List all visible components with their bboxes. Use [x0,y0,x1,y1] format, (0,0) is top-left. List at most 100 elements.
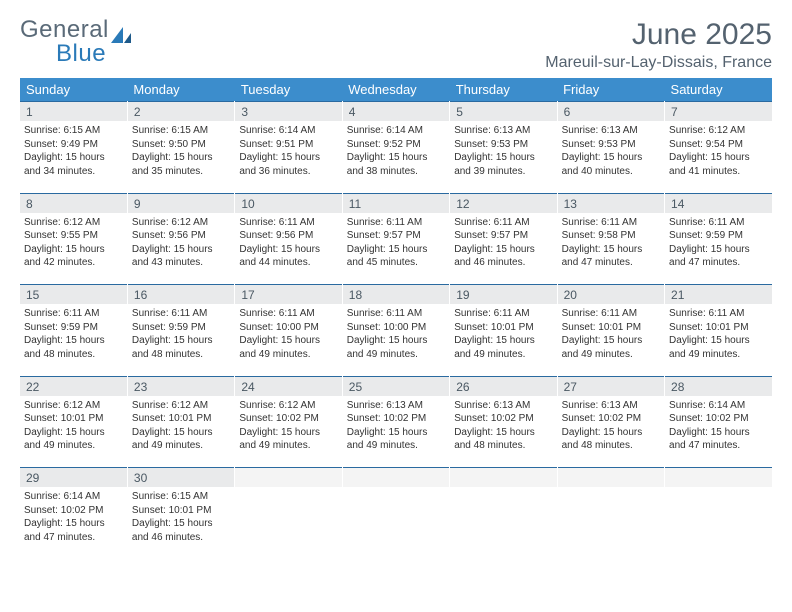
day1-text: Daylight: 15 hours [454,151,552,165]
day2-text: and 48 minutes. [132,348,230,362]
day-number [450,468,557,488]
sunrise-text: Sunrise: 6:11 AM [239,307,337,321]
sunrise-text: Sunrise: 6:12 AM [239,399,337,413]
sunrise-text: Sunrise: 6:12 AM [24,216,123,230]
day-cell: Sunrise: 6:13 AMSunset: 10:02 PMDaylight… [557,396,664,468]
day-number [557,468,664,488]
day-number: 16 [127,285,234,305]
day-cell: Sunrise: 6:12 AMSunset: 9:56 PMDaylight:… [127,213,234,285]
day2-text: and 49 minutes. [24,439,123,453]
day2-text: and 38 minutes. [347,165,445,179]
page-header: GeneralBlue June 2025 Mareuil-sur-Lay-Di… [20,18,772,72]
day2-text: and 46 minutes. [454,256,552,270]
day-number [665,468,772,488]
day1-text: Daylight: 15 hours [132,334,230,348]
day2-text: and 49 minutes. [454,348,552,362]
sunset-text: Sunset: 10:01 PM [132,412,230,426]
sunset-text: Sunset: 9:56 PM [132,229,230,243]
day-number: 25 [342,376,449,396]
sunrise-text: Sunrise: 6:13 AM [454,399,552,413]
sunrise-text: Sunrise: 6:14 AM [669,399,768,413]
day-cell [342,487,449,559]
day-number: 8 [20,193,127,213]
sunrise-text: Sunrise: 6:13 AM [347,399,445,413]
day-cell: Sunrise: 6:14 AMSunset: 9:51 PMDaylight:… [235,121,342,193]
day1-text: Daylight: 15 hours [239,426,337,440]
day1-text: Daylight: 15 hours [239,334,337,348]
day-number: 11 [342,193,449,213]
day-cell: Sunrise: 6:13 AMSunset: 9:53 PMDaylight:… [450,121,557,193]
sunrise-text: Sunrise: 6:14 AM [239,124,337,138]
day-cell: Sunrise: 6:12 AMSunset: 10:02 PMDaylight… [235,396,342,468]
day-cell: Sunrise: 6:15 AMSunset: 9:49 PMDaylight:… [20,121,127,193]
sunrise-text: Sunrise: 6:11 AM [454,307,552,321]
sunset-text: Sunset: 9:51 PM [239,138,337,152]
sunset-text: Sunset: 9:59 PM [132,321,230,335]
sunset-text: Sunset: 10:02 PM [24,504,123,518]
day-number: 14 [665,193,772,213]
info-row: Sunrise: 6:14 AMSunset: 10:02 PMDaylight… [20,487,772,559]
day1-text: Daylight: 15 hours [347,243,445,257]
day2-text: and 49 minutes. [347,439,445,453]
day1-text: Daylight: 15 hours [669,334,768,348]
sunset-text: Sunset: 10:02 PM [347,412,445,426]
day-cell: Sunrise: 6:14 AMSunset: 9:52 PMDaylight:… [342,121,449,193]
day1-text: Daylight: 15 hours [132,151,230,165]
daynum-row: 1234567 [20,102,772,122]
day1-text: Daylight: 15 hours [347,334,445,348]
day-cell: Sunrise: 6:14 AMSunset: 10:02 PMDaylight… [20,487,127,559]
sunset-text: Sunset: 9:49 PM [24,138,123,152]
daynum-row: 891011121314 [20,193,772,213]
sunset-text: Sunset: 9:57 PM [347,229,445,243]
day-number: 21 [665,285,772,305]
day2-text: and 48 minutes. [562,439,660,453]
day-number: 23 [127,376,234,396]
day2-text: and 49 minutes. [239,348,337,362]
sunset-text: Sunset: 9:50 PM [132,138,230,152]
day-cell: Sunrise: 6:15 AMSunset: 10:01 PMDaylight… [127,487,234,559]
sunset-text: Sunset: 10:01 PM [454,321,552,335]
day-cell: Sunrise: 6:11 AMSunset: 9:59 PMDaylight:… [20,304,127,376]
day2-text: and 47 minutes. [669,439,768,453]
day-number: 30 [127,468,234,488]
day2-text: and 49 minutes. [669,348,768,362]
day1-text: Daylight: 15 hours [562,426,660,440]
day-number [235,468,342,488]
day1-text: Daylight: 15 hours [132,243,230,257]
sunset-text: Sunset: 10:02 PM [239,412,337,426]
month-title: June 2025 [545,18,772,52]
sunrise-text: Sunrise: 6:11 AM [239,216,337,230]
sunrise-text: Sunrise: 6:11 AM [347,307,445,321]
brand-part1: General [20,18,109,42]
day-number: 4 [342,102,449,122]
day1-text: Daylight: 15 hours [24,334,123,348]
day-number: 9 [127,193,234,213]
day1-text: Daylight: 15 hours [347,426,445,440]
sunrise-text: Sunrise: 6:15 AM [132,490,230,504]
day-number: 10 [235,193,342,213]
sail-icon [111,24,131,40]
day2-text: and 42 minutes. [24,256,123,270]
day-cell: Sunrise: 6:12 AMSunset: 9:55 PMDaylight:… [20,213,127,285]
sunrise-text: Sunrise: 6:13 AM [454,124,552,138]
sunset-text: Sunset: 10:02 PM [562,412,660,426]
day2-text: and 47 minutes. [669,256,768,270]
day2-text: and 48 minutes. [454,439,552,453]
location-label: Mareuil-sur-Lay-Dissais, France [545,54,772,72]
day-cell: Sunrise: 6:11 AMSunset: 9:56 PMDaylight:… [235,213,342,285]
day1-text: Daylight: 15 hours [454,334,552,348]
day-cell: Sunrise: 6:11 AMSunset: 9:59 PMDaylight:… [665,213,772,285]
day2-text: and 36 minutes. [239,165,337,179]
day2-text: and 40 minutes. [562,165,660,179]
day-header: Thursday [450,78,557,102]
sunset-text: Sunset: 9:59 PM [669,229,768,243]
day-cell: Sunrise: 6:15 AMSunset: 9:50 PMDaylight:… [127,121,234,193]
daynum-row: 22232425262728 [20,376,772,396]
sunset-text: Sunset: 9:54 PM [669,138,768,152]
sunrise-text: Sunrise: 6:12 AM [669,124,768,138]
day2-text: and 46 minutes. [132,531,230,545]
info-row: Sunrise: 6:11 AMSunset: 9:59 PMDaylight:… [20,304,772,376]
day1-text: Daylight: 15 hours [669,426,768,440]
day2-text: and 39 minutes. [454,165,552,179]
sunrise-text: Sunrise: 6:14 AM [24,490,123,504]
